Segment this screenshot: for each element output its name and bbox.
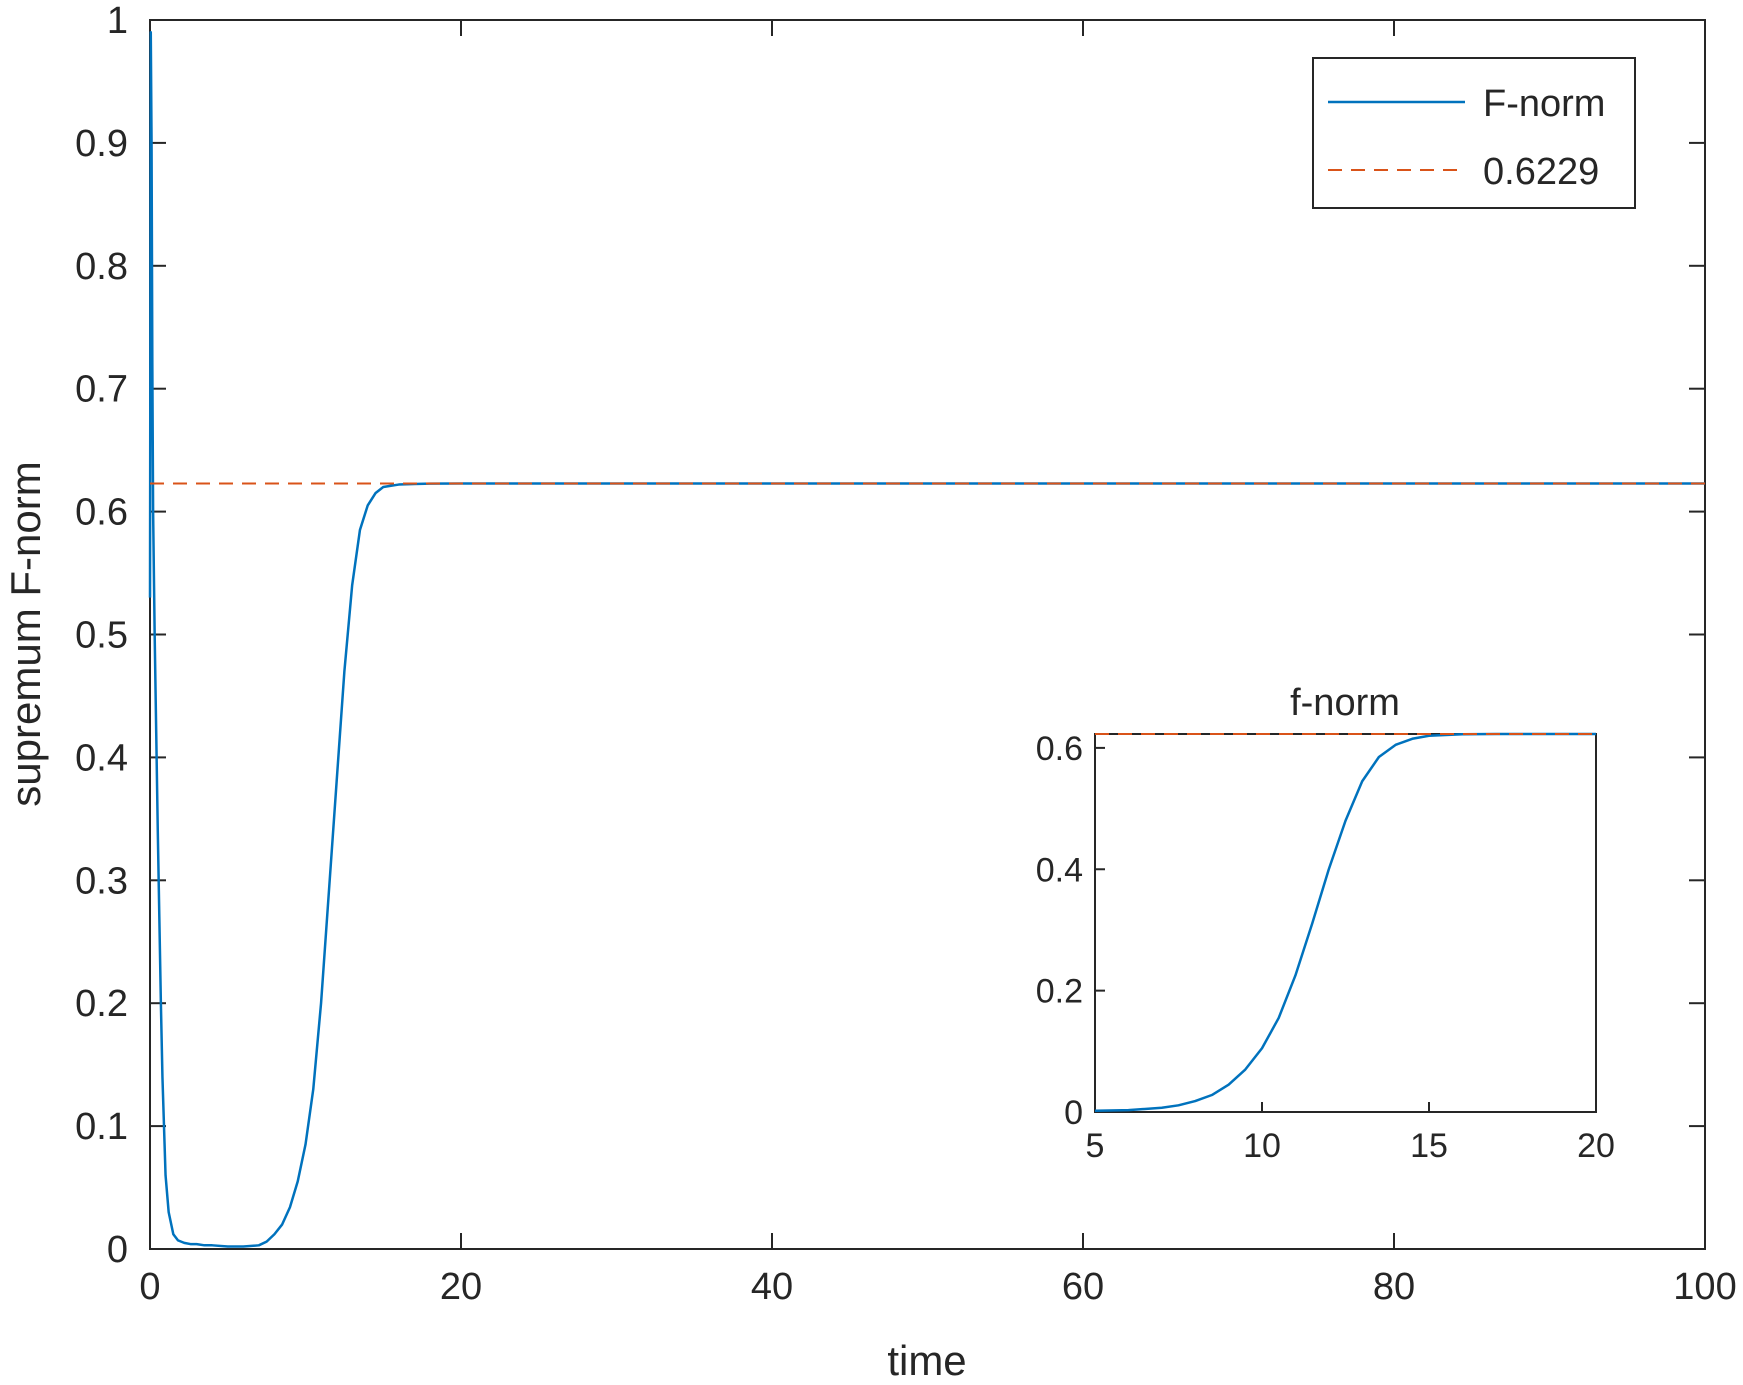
inset-plot: 5 10 15 20 0 0.2 0.4 0.6 f-norm: [1036, 682, 1615, 1165]
inset-x-tick-label: 15: [1410, 1127, 1448, 1165]
main-x-tick-label: 0: [139, 1266, 160, 1308]
inset-x-tick-label: 20: [1577, 1127, 1615, 1165]
main-y-tick-label: 0.1: [75, 1106, 128, 1148]
inset-y-tick-label: 0.4: [1036, 851, 1083, 889]
main-x-tick-label: 60: [1062, 1266, 1104, 1308]
y-axis-label: supremum F-norm: [2, 461, 49, 806]
inset-y-tick-label: 0: [1064, 1094, 1083, 1132]
main-y-tick-label: 0.2: [75, 983, 128, 1025]
main-y-tick-label: 0.5: [75, 615, 128, 657]
main-tick-labels: 0 20 40 60 80 10000.10.20.30.40.50.60.70.80.9…: [75, 0, 1737, 1308]
legend-box: [1312, 57, 1636, 209]
inset-tick-labels: 5 10 15 20 0 0.2 0.4 0.6: [1036, 730, 1615, 1165]
main-y-tick-label: 0.9: [75, 123, 128, 165]
main-x-tick-label: 40: [751, 1266, 793, 1308]
main-ticks: [149, 19, 1706, 1250]
inset-axes-box: [1094, 733, 1597, 1113]
legend: F-norm 0.6229: [1312, 57, 1636, 209]
legend-label-f-norm: F-norm: [1483, 83, 1605, 125]
main-y-tick-label: 0.6: [75, 492, 128, 534]
inset-y-tick-label: 0.6: [1036, 730, 1083, 768]
inset-ticks: [1094, 746, 1597, 1113]
inset-x-tick-label: 10: [1243, 1127, 1281, 1165]
inset-title: f-norm: [1290, 682, 1400, 724]
main-series: [148, 31, 1705, 1248]
main-y-tick-label: 1: [107, 0, 128, 42]
main-x-tick-label: 20: [440, 1266, 482, 1308]
inset-x-tick-label: 5: [1086, 1127, 1105, 1165]
legend-label-0-6229: 0.6229: [1483, 151, 1599, 193]
main-y-tick-label: 0.3: [75, 860, 128, 902]
main-y-tick-label: 0.8: [75, 246, 128, 288]
inset-y-tick-label: 0.2: [1036, 973, 1083, 1011]
main-x-tick-label: 100: [1673, 1266, 1736, 1308]
inset-series: [1094, 732, 1596, 1113]
x-axis-label: time: [887, 1337, 966, 1384]
main-series-curve: [148, 31, 1705, 1248]
main-y-tick-label: 0.7: [75, 369, 128, 411]
main-y-tick-label: 0: [107, 1229, 128, 1271]
main-y-tick-label: 0.4: [75, 737, 128, 779]
main-x-tick-label: 80: [1373, 1266, 1415, 1308]
